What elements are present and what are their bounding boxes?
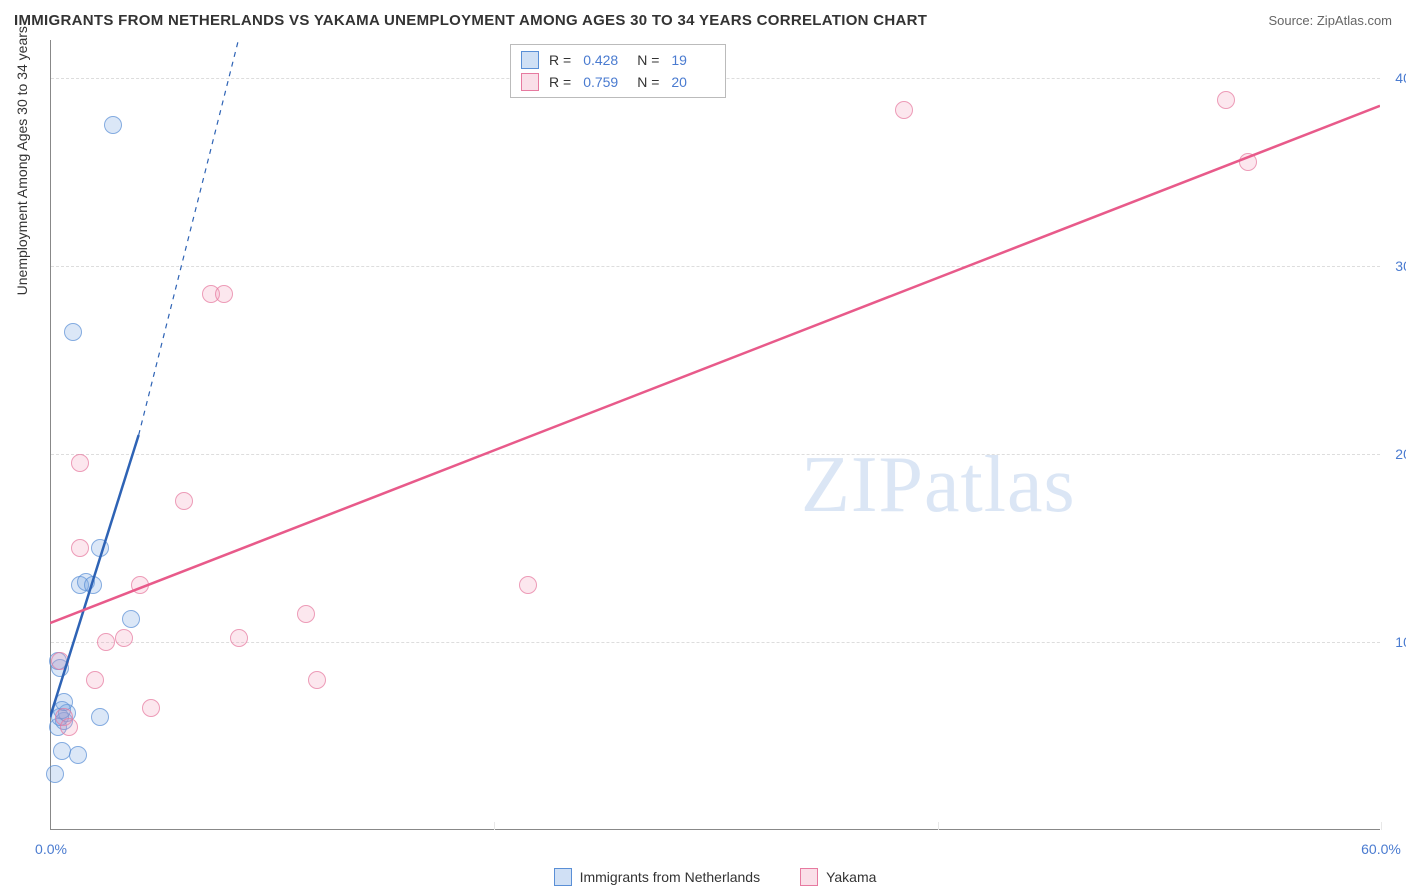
scatter-point: [230, 629, 248, 647]
y-axis-title: Unemployment Among Ages 30 to 34 years: [14, 26, 30, 295]
gridline-v: [938, 822, 939, 830]
stat-value-r: 0.759: [583, 74, 627, 90]
y-tick-label: 30.0%: [1385, 258, 1406, 274]
y-tick-label: 10.0%: [1385, 634, 1406, 650]
scatter-point: [122, 610, 140, 628]
gridline-h: [51, 454, 1380, 455]
legend-label: Immigrants from Netherlands: [580, 869, 761, 885]
chart-header: IMMIGRANTS FROM NETHERLANDS VS YAKAMA UN…: [0, 0, 1406, 40]
y-tick-label: 40.0%: [1385, 70, 1406, 86]
scatter-point: [297, 605, 315, 623]
legend-label: Yakama: [826, 869, 876, 885]
stat-label-n: N =: [637, 74, 659, 90]
scatter-point: [64, 323, 82, 341]
stat-value-r: 0.428: [583, 52, 627, 68]
scatter-point: [60, 718, 78, 736]
legend-swatch: [554, 868, 572, 886]
scatter-point: [895, 101, 913, 119]
scatter-point: [104, 116, 122, 134]
scatter-point: [519, 576, 537, 594]
plot-region: ZIPatlas 10.0%20.0%30.0%40.0%0.0%60.0%: [50, 40, 1380, 830]
stat-label-n: N =: [637, 52, 659, 68]
legend-swatch: [800, 868, 818, 886]
stat-label-r: R =: [549, 74, 571, 90]
scatter-point: [142, 699, 160, 717]
scatter-point: [71, 454, 89, 472]
scatter-point: [215, 285, 233, 303]
chart-plot-area: ZIPatlas 10.0%20.0%30.0%40.0%0.0%60.0%: [50, 40, 1380, 830]
scatter-point: [51, 652, 69, 670]
scatter-point: [91, 539, 109, 557]
legend-item: Immigrants from Netherlands: [554, 868, 761, 886]
scatter-point: [115, 629, 133, 647]
scatter-point: [84, 576, 102, 594]
source-attribution: Source: ZipAtlas.com: [1268, 13, 1392, 28]
gridline-h: [51, 642, 1380, 643]
gridline-h: [51, 266, 1380, 267]
legend-swatch: [521, 73, 539, 91]
series-legend: Immigrants from Netherlands Yakama: [50, 868, 1380, 886]
scatter-point: [91, 708, 109, 726]
x-tick-label: 60.0%: [1361, 841, 1401, 857]
x-tick-label: 0.0%: [35, 841, 67, 857]
scatter-point: [131, 576, 149, 594]
scatter-point: [1217, 91, 1235, 109]
legend-swatch: [521, 51, 539, 69]
chart-title: IMMIGRANTS FROM NETHERLANDS VS YAKAMA UN…: [14, 12, 927, 29]
stat-label-r: R =: [549, 52, 571, 68]
scatter-point: [69, 746, 87, 764]
gridline-v: [494, 822, 495, 830]
gridline-v: [1381, 822, 1382, 830]
scatter-point: [86, 671, 104, 689]
scatter-point: [175, 492, 193, 510]
scatter-point: [46, 765, 64, 783]
scatter-point: [308, 671, 326, 689]
stats-legend-row: R = 0.759 N = 20: [521, 71, 715, 93]
legend-item: Yakama: [800, 868, 876, 886]
stat-value-n: 20: [671, 74, 715, 90]
stat-value-n: 19: [671, 52, 715, 68]
stats-legend-row: R = 0.428 N = 19: [521, 49, 715, 71]
scatter-point: [71, 539, 89, 557]
scatter-point: [1239, 153, 1257, 171]
stats-legend: R = 0.428 N = 19 R = 0.759 N = 20: [510, 44, 726, 98]
scatter-point: [97, 633, 115, 651]
y-tick-label: 20.0%: [1385, 446, 1406, 462]
